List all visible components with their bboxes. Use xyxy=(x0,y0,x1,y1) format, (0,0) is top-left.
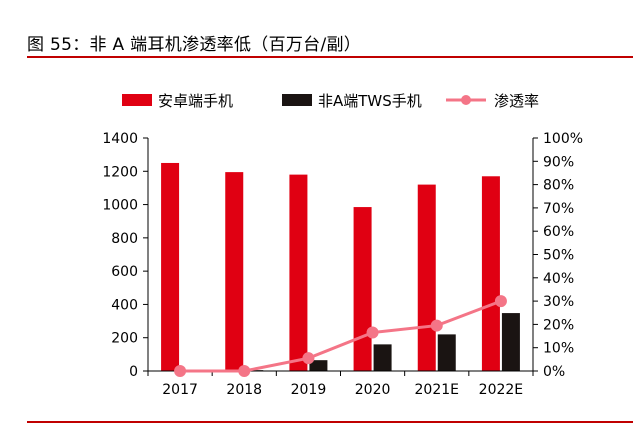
legend-label-android: 安卓端手机 xyxy=(158,92,233,110)
rate-point xyxy=(430,319,443,332)
y-left-tick-label: 400 xyxy=(111,297,138,313)
x-tick-label: 2019 xyxy=(291,382,327,398)
rate-point xyxy=(238,365,251,377)
y-left-tick-label: 1000 xyxy=(102,198,138,214)
legend-marker-rate xyxy=(461,95,471,105)
y-right-tick-label: 100% xyxy=(543,131,583,147)
bar-tws xyxy=(373,344,392,371)
x-tick-label: 2018 xyxy=(226,382,262,398)
rate-line xyxy=(180,299,502,373)
bar-android xyxy=(225,172,244,371)
bottom-rule xyxy=(27,421,633,423)
bar-android xyxy=(289,174,308,371)
figure-title: 图 55：非 A 端耳机渗透率低（百万台/副） xyxy=(27,35,362,55)
y-left-tick-label: 600 xyxy=(111,264,138,280)
rate-point xyxy=(494,295,507,308)
y-left-tick-label: 200 xyxy=(111,331,138,347)
x-tick-label: 2022E xyxy=(479,382,523,398)
bar-android xyxy=(161,162,180,371)
y-right-tick-label: 30% xyxy=(543,294,574,310)
x-tick-label: 2017 xyxy=(162,382,198,398)
bar-android xyxy=(417,184,436,371)
bar-android xyxy=(481,176,500,371)
y-right-tick-label: 10% xyxy=(543,341,574,357)
legend-swatch-android xyxy=(122,94,152,106)
y-right-tick-label: 80% xyxy=(543,178,574,194)
y-right-tick-label: 40% xyxy=(543,271,574,287)
y-left-tick-label: 800 xyxy=(111,231,138,247)
legend-swatch-tws xyxy=(282,94,312,106)
y-left-tick-label: 0 xyxy=(129,364,138,380)
y-right-tick-label: 90% xyxy=(543,154,574,170)
legend-label-rate: 渗透率 xyxy=(494,92,539,110)
x-tick-label: 2020 xyxy=(355,382,391,398)
bar-android xyxy=(353,207,372,371)
rate-point xyxy=(174,365,187,377)
y-left-tick-label: 1400 xyxy=(102,131,138,147)
bar-tws xyxy=(501,313,520,371)
y-right-tick-label: 70% xyxy=(543,201,574,217)
y-right-tick-label: 20% xyxy=(543,317,574,333)
y-right-tick-label: 0% xyxy=(543,364,565,380)
y-left-tick-label: 1200 xyxy=(102,164,138,180)
bar-tws xyxy=(309,360,328,371)
bar-tws xyxy=(437,334,456,371)
x-tick-label: 2021E xyxy=(415,382,459,398)
legend-label-tws: 非A端TWS手机 xyxy=(318,92,422,110)
rate-point xyxy=(366,326,379,339)
rate-point xyxy=(302,352,315,365)
y-right-tick-label: 60% xyxy=(543,224,574,240)
title-rule xyxy=(27,56,633,58)
y-right-tick-label: 50% xyxy=(543,248,574,264)
